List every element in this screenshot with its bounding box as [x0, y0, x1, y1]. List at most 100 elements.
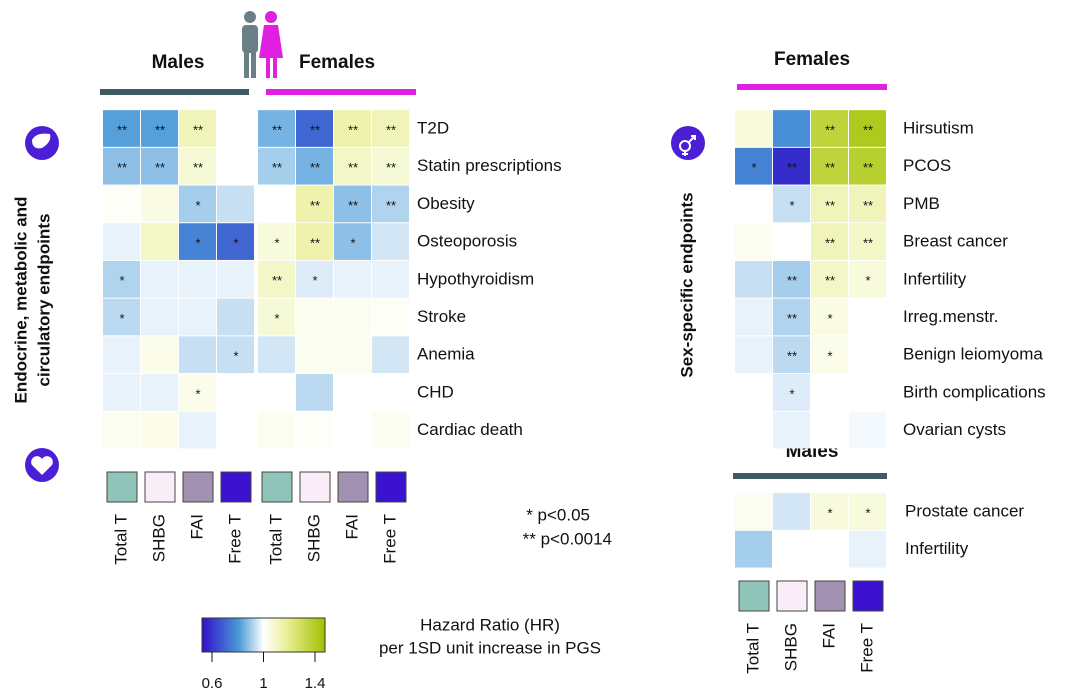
significance: *	[865, 273, 870, 288]
significance: *	[119, 273, 124, 288]
heat-cell	[258, 223, 295, 260]
column-swatch	[738, 580, 770, 612]
column-label: Free T	[857, 623, 876, 673]
heat-cell	[735, 110, 772, 147]
endpoint-label: Benign leiomyoma	[903, 345, 1043, 364]
significance: **	[117, 122, 127, 137]
endpoint-label: Ovarian cysts	[903, 420, 1006, 439]
organ-icon	[25, 126, 59, 160]
heat-cell	[217, 336, 254, 374]
significance: *	[789, 386, 794, 401]
heat-cell	[179, 223, 216, 260]
significance: *	[195, 236, 200, 251]
heat-cell	[217, 260, 254, 298]
significance: *	[274, 311, 279, 326]
significance: **	[787, 311, 797, 326]
significance: *	[274, 236, 279, 251]
heat-cell	[372, 336, 409, 374]
heat-cell	[141, 110, 178, 147]
significance: *	[195, 198, 200, 213]
significance: **	[117, 160, 127, 175]
column-swatch	[106, 471, 138, 503]
heat-cell	[735, 374, 772, 411]
significance: **	[348, 160, 358, 175]
heart-icon	[25, 448, 59, 482]
heat-cell	[735, 493, 772, 530]
heat-cell	[258, 110, 295, 147]
significance: **	[155, 160, 165, 175]
heat-cell	[258, 185, 295, 223]
column-swatch	[220, 471, 252, 503]
heat-cell	[372, 110, 409, 147]
heat-cell	[141, 147, 178, 185]
heat-cell	[179, 374, 216, 411]
endpoint-label: PMB	[903, 194, 940, 213]
endpoint-label: Hypothyroidism	[417, 269, 534, 288]
heat-cell	[372, 298, 409, 336]
heat-cell	[849, 298, 886, 336]
colorbar-tick-label: 1	[259, 675, 267, 692]
significance: *	[119, 311, 124, 326]
column-swatch	[337, 471, 369, 503]
significance: **	[348, 198, 358, 213]
heat-cell	[773, 110, 810, 147]
heat-cell	[296, 298, 333, 336]
colorbar-title: Hazard Ratio (HR)	[420, 615, 560, 634]
significance: **	[272, 273, 282, 288]
significance: *	[865, 505, 870, 520]
column-swatch	[375, 471, 407, 503]
heat-cell	[141, 336, 178, 374]
column-swatch	[144, 471, 176, 503]
heat-cell	[849, 411, 886, 449]
significance: **	[310, 198, 320, 213]
endpoint-label: Osteoporosis	[417, 232, 517, 251]
heat-cell	[217, 223, 254, 260]
heat-cell	[735, 336, 772, 374]
heat-cell	[334, 298, 371, 336]
endpoint-label: CHD	[417, 382, 454, 401]
heat-cell	[811, 223, 848, 260]
males-bar	[100, 89, 249, 95]
significance: **	[310, 160, 320, 175]
column-label: Total T	[111, 514, 130, 565]
heat-cell	[773, 374, 810, 411]
heat-cell	[258, 260, 295, 298]
significance: **	[310, 236, 320, 251]
female-icon	[259, 11, 283, 78]
heat-cell	[296, 147, 333, 185]
heat-cell	[179, 260, 216, 298]
heat-cell	[141, 298, 178, 336]
heat-cell	[811, 147, 848, 185]
endpoint-label: PCOS	[903, 156, 951, 175]
heat-cell	[217, 411, 254, 449]
heat-cell	[334, 411, 371, 449]
significance: *	[350, 236, 355, 251]
significance: *	[789, 198, 794, 213]
heat-cell	[103, 147, 140, 185]
heat-cell	[141, 260, 178, 298]
heat-cell	[334, 147, 371, 185]
column-label: Free T	[380, 514, 399, 564]
heat-cell	[811, 374, 848, 411]
significance: *	[233, 236, 238, 251]
significance: **	[272, 122, 282, 137]
heat-cell	[103, 223, 140, 260]
heat-cell	[372, 411, 409, 449]
heat-cell	[179, 411, 216, 449]
heat-cell	[103, 298, 140, 336]
significance: *	[195, 386, 200, 401]
column-swatch	[261, 471, 293, 503]
endpoint-label: Infertility	[905, 539, 969, 558]
significance: **	[787, 160, 797, 175]
significance: **	[787, 349, 797, 364]
heat-cell	[372, 147, 409, 185]
endpoint-label: Hirsutism	[903, 118, 974, 137]
heat-cell	[372, 223, 409, 260]
column-label: SHBG	[149, 514, 168, 562]
heat-cell	[334, 223, 371, 260]
heat-cell	[773, 185, 810, 223]
significance: **	[272, 160, 282, 175]
column-label: Free T	[225, 514, 244, 564]
heat-cell	[849, 260, 886, 298]
sig-legend: ** p<0.0014	[523, 529, 612, 548]
